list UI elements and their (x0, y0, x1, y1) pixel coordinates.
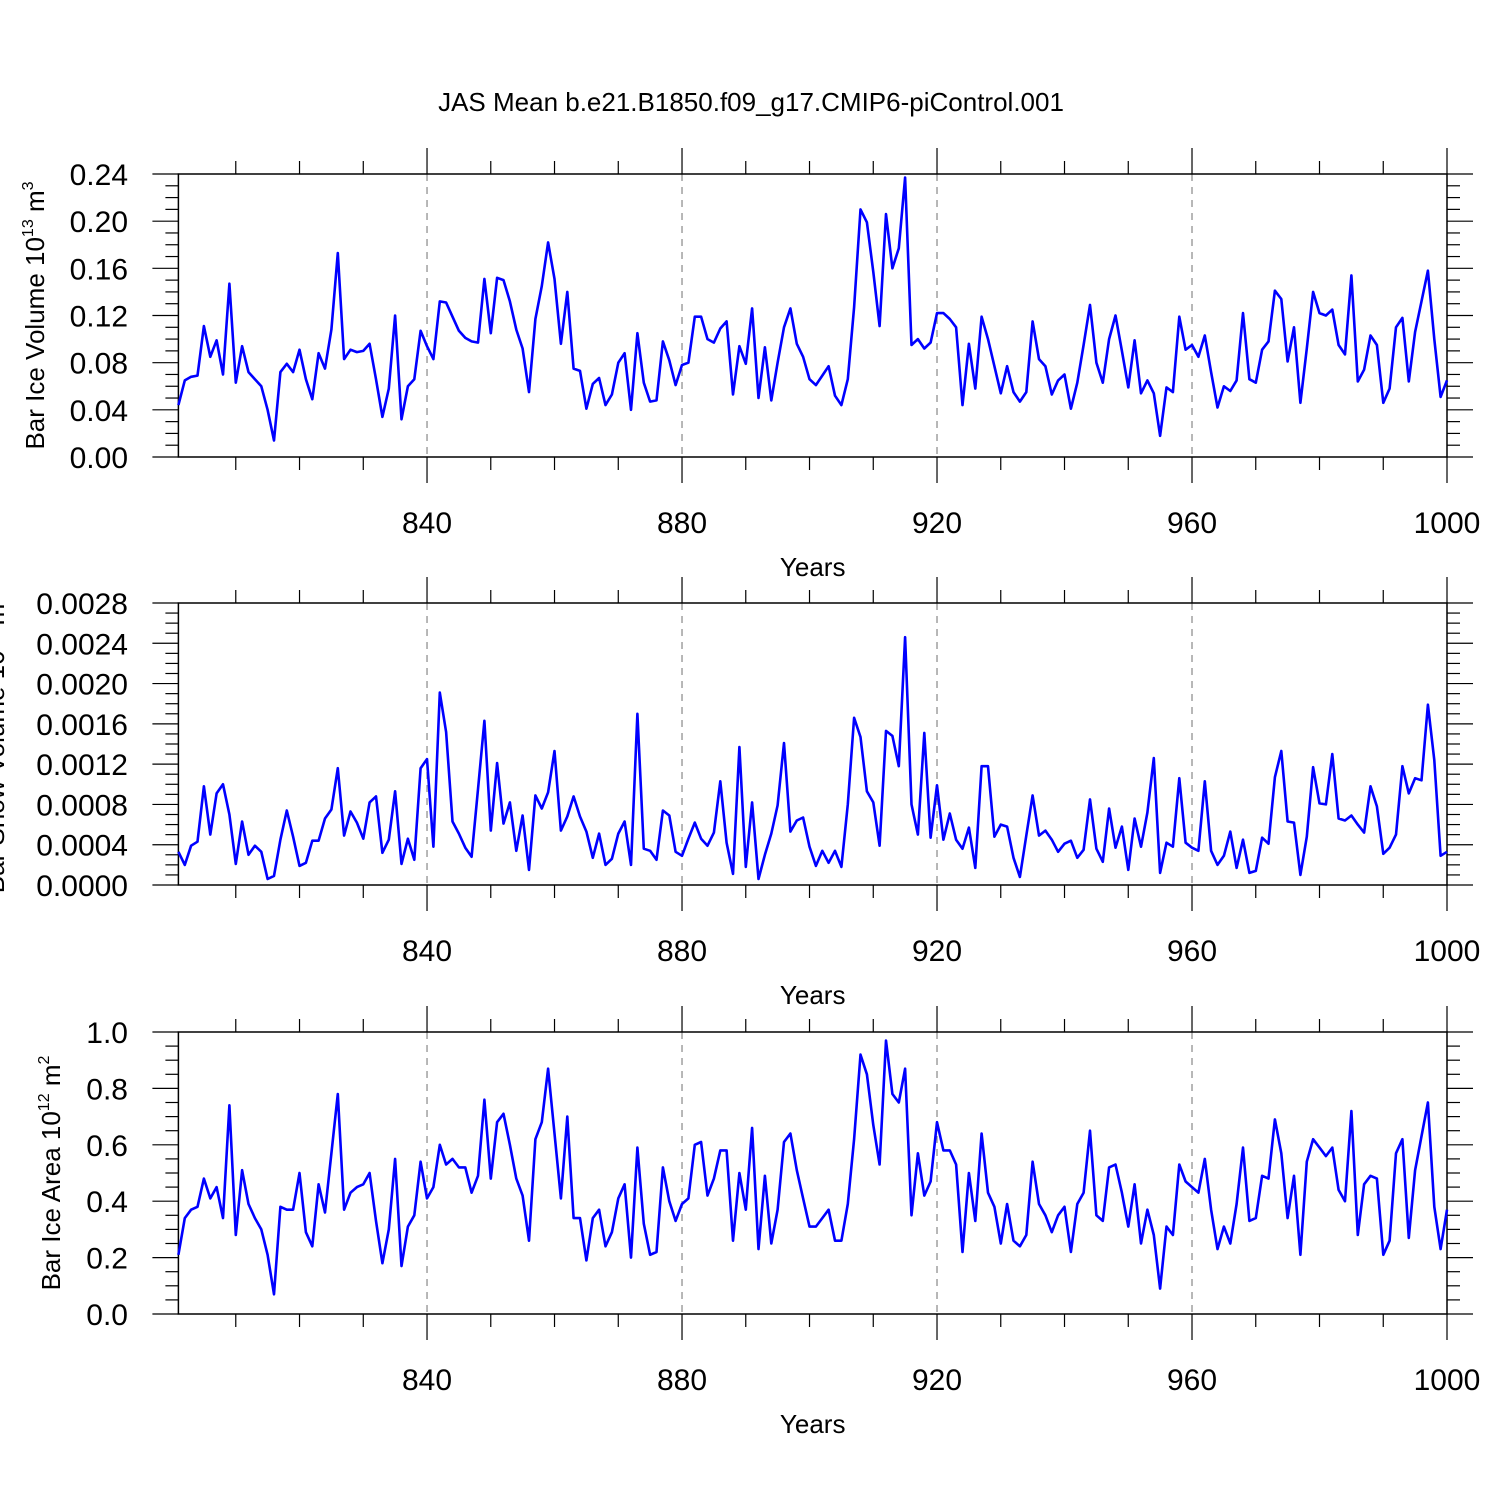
y-tick-label: 0.12 (70, 301, 128, 334)
series-line (177, 176, 1449, 442)
y-tick-label: 0.0004 (36, 830, 128, 863)
x-tick-label: 960 (1167, 1364, 1217, 1397)
y-axis-title: Bar Ice Area 1012 m2 (36, 1055, 66, 1290)
x-tick-label: 840 (402, 507, 452, 540)
y-tick-label: 1.0 (86, 1017, 128, 1050)
chart-title: JAS Mean b.e21.B1850.f09_g17.CMIP6-piCon… (438, 87, 1064, 117)
x-tick-label: 960 (1167, 935, 1217, 968)
x-tick-label: 1000 (1414, 507, 1481, 540)
x-tick-label: 880 (657, 1364, 707, 1397)
y-axis-title-text: Bar Snow Volume 10 (0, 650, 10, 893)
x-tick-label: 920 (912, 935, 962, 968)
y-tick-label: 0.8 (86, 1073, 128, 1106)
y-tick-label: 0.16 (70, 253, 128, 286)
x-tick-label: 840 (402, 1364, 452, 1397)
y-tick-label: 0.0024 (36, 628, 128, 661)
x-tick-label: 840 (402, 935, 452, 968)
x-tick-label: 880 (657, 507, 707, 540)
x-axis-title: Years (780, 552, 846, 582)
plot-frame (177, 602, 1448, 886)
y-tick-label: 0.2 (86, 1243, 128, 1276)
y-tick-label: 0.0 (86, 1299, 128, 1332)
series-line (177, 1039, 1449, 1296)
y-axis-title: Bar Snow Volume 1013 m3 (0, 595, 10, 894)
x-tick-label: 880 (657, 935, 707, 968)
x-tick-label: 1000 (1414, 935, 1481, 968)
y-tick-label: 0.24 (70, 159, 128, 192)
y-axis-title-text: m (20, 190, 50, 219)
y-axis-title-text: m (36, 1064, 66, 1093)
series-line (177, 635, 1448, 881)
y-axis-title-exponent: 3 (20, 181, 37, 190)
y-tick-label: 0.0016 (36, 709, 128, 742)
x-tick-label: 960 (1167, 507, 1217, 540)
x-tick-label: 1000 (1414, 1364, 1481, 1397)
y-axis-title-exponent: 13 (20, 219, 37, 237)
y-tick-label: 0.0000 (36, 870, 128, 903)
y-tick-label: 0.4 (86, 1186, 128, 1219)
x-axis-title: Years (780, 1409, 846, 1439)
y-axis-title: Bar Ice Volume 1013 m3 (20, 181, 50, 449)
y-tick-label: 0.20 (70, 206, 128, 239)
x-tick-label: 920 (912, 507, 962, 540)
y-tick-label: 0.0028 (36, 588, 128, 621)
y-tick-label: 0.0008 (36, 789, 128, 822)
y-tick-label: 0.04 (70, 395, 128, 428)
plot-frame (177, 173, 1448, 458)
y-tick-label: 0.08 (70, 348, 128, 381)
panel-3: 0.0 0.2 0.4 0.6 0.8 1.0 840 880 920 960 1000 Years B… (36, 1006, 1480, 1439)
x-axis-title: Years (780, 980, 846, 1010)
y-axis-title-exponent: 2 (36, 1055, 53, 1064)
y-axis-title-text: Bar Ice Area 10 (36, 1111, 66, 1290)
panel-2: 0.0000 0.0004 0.0008 0.0012 0.0016 0.0020 0.00… (0, 577, 1480, 1010)
y-tick-label: 0.0020 (36, 669, 128, 702)
y-tick-label: 0.0012 (36, 749, 128, 782)
y-tick-label: 0.00 (70, 442, 128, 475)
y-axis-title-text: m (0, 604, 10, 633)
panel-1: 0.00 0.04 0.08 0.12 0.16 0.20 0.24 840 880 920 960… (20, 148, 1480, 582)
y-axis-title-exponent: 12 (36, 1093, 53, 1111)
x-tick-label: 920 (912, 1364, 962, 1397)
y-axis-title-text: Bar Ice Volume 10 (20, 237, 50, 449)
y-tick-label: 0.6 (86, 1130, 128, 1163)
